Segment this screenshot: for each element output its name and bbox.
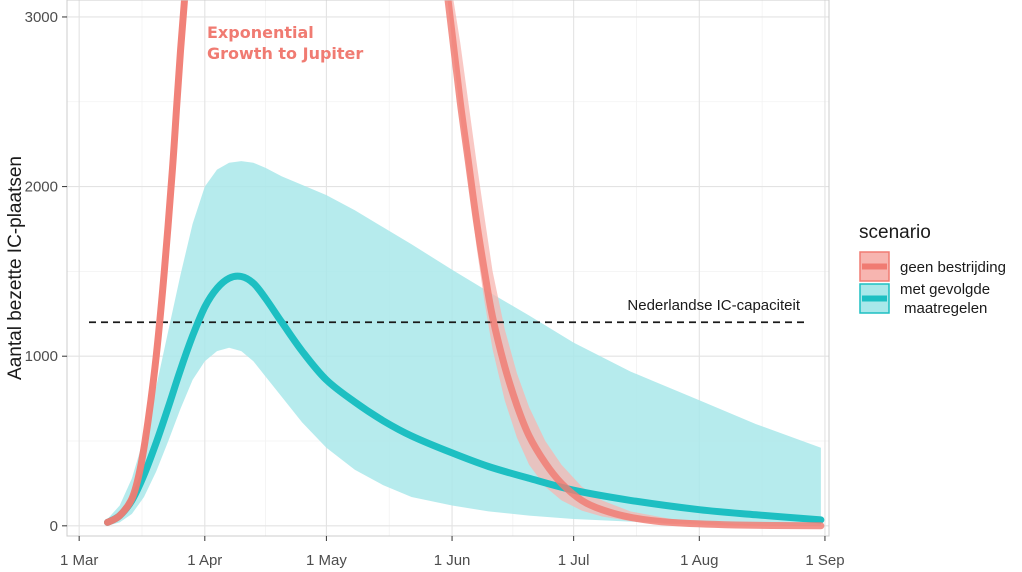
x-tick-label: 1 Jun bbox=[434, 552, 471, 569]
capacity-label: Nederlandse IC-capaciteit bbox=[627, 297, 800, 314]
x-tick-label: 1 Sep bbox=[805, 552, 844, 569]
legend-title: scenario bbox=[859, 222, 931, 243]
y-tick-label: 0 bbox=[50, 518, 58, 535]
x-tick-label: 1 May bbox=[306, 552, 347, 569]
plot-border bbox=[66, 0, 830, 537]
x-tick-label: 1 Aug bbox=[680, 552, 718, 569]
exponential-annotation-line-1: Exponential bbox=[207, 23, 314, 42]
x-tick-label: 1 Mar bbox=[60, 552, 98, 569]
y-axis-ticks: 0 1000 2000 3000 bbox=[25, 9, 67, 535]
confidence-bands bbox=[107, 0, 821, 526]
legend-label-geen-bestrijding: geen bestrijding bbox=[900, 259, 1006, 276]
legend: scenario geen bestrijding met gevolgde m… bbox=[859, 222, 1006, 317]
y-axis-title: Aantal bezette IC-plaatsen bbox=[5, 156, 26, 380]
band-2 bbox=[107, 161, 821, 526]
legend-label-met-gevolgde-line-1: met gevolgde bbox=[900, 281, 990, 298]
y-tick-label: 3000 bbox=[25, 9, 58, 26]
x-axis-ticks: 1 Mar 1 Apr 1 May 1 Jun 1 Jul 1 Aug 1 Sep bbox=[60, 536, 845, 569]
legend-key-met-gevolgde-maatregelen bbox=[859, 283, 890, 314]
legend-key-geen-bestrijding bbox=[859, 251, 890, 282]
series-line-1 bbox=[444, 0, 825, 530]
x-tick-label: 1 Jul bbox=[558, 552, 590, 569]
exponential-annotation-line-2: Growth to Jupiter bbox=[207, 44, 363, 63]
series-line-2 bbox=[104, 272, 825, 526]
y-tick-label: 1000 bbox=[25, 348, 58, 365]
legend-label-met-gevolgde-line-2: maatregelen bbox=[904, 300, 987, 317]
y-tick-label: 2000 bbox=[25, 179, 58, 196]
x-tick-label: 1 Apr bbox=[187, 552, 222, 569]
